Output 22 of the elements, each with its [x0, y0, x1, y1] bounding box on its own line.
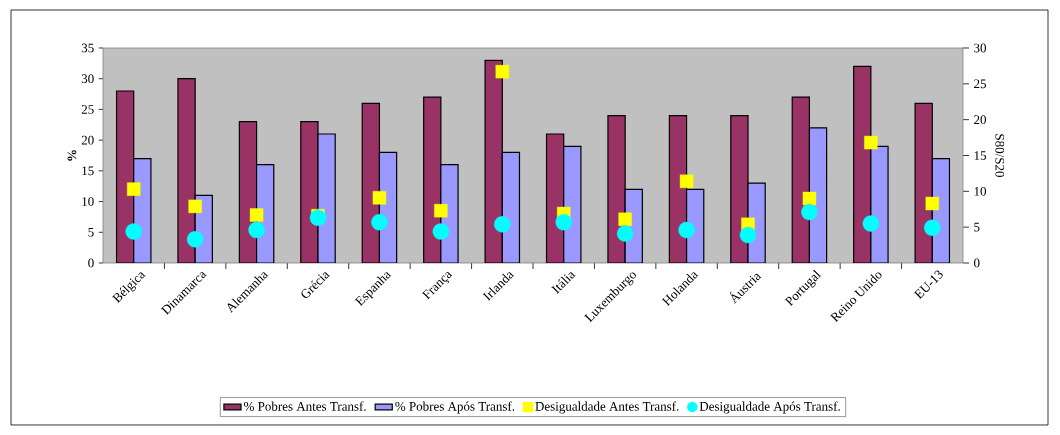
y-tick-label: 5 — [88, 227, 94, 237]
y-tick-label: 0 — [88, 258, 94, 268]
legend-label: % Pobres Antes Transf. — [244, 401, 366, 411]
legend-label: % Pobres Após Transf. — [395, 401, 515, 414]
y2-axis-title: S80/S20 — [995, 134, 1005, 178]
y-tick-label: 35 — [81, 43, 94, 53]
y2-tick-label: 30 — [974, 43, 987, 53]
y-tick-label: 10 — [82, 197, 94, 206]
legend-label: Desigualdade Após Transf. — [699, 401, 840, 414]
y2-tick-label: 5 — [974, 222, 980, 232]
y-tick-label: 20 — [81, 135, 94, 145]
y-tick-label: 30 — [81, 74, 94, 84]
y2-tick-label: 20 — [974, 115, 987, 125]
legend-label: Desigualdade Antes Transf. — [535, 401, 679, 414]
y2-tick-label: 10 — [974, 186, 987, 196]
y-tick-label: 15 — [82, 166, 94, 176]
y-tick-label: 25 — [81, 105, 94, 114]
y-axis-title: % — [67, 150, 77, 161]
y2-tick-label: 15 — [974, 151, 987, 160]
y2-tick-label: 0 — [974, 258, 980, 268]
y2-tick-label: 25 — [974, 79, 987, 89]
x-tick-label: Itália — [551, 272, 576, 294]
